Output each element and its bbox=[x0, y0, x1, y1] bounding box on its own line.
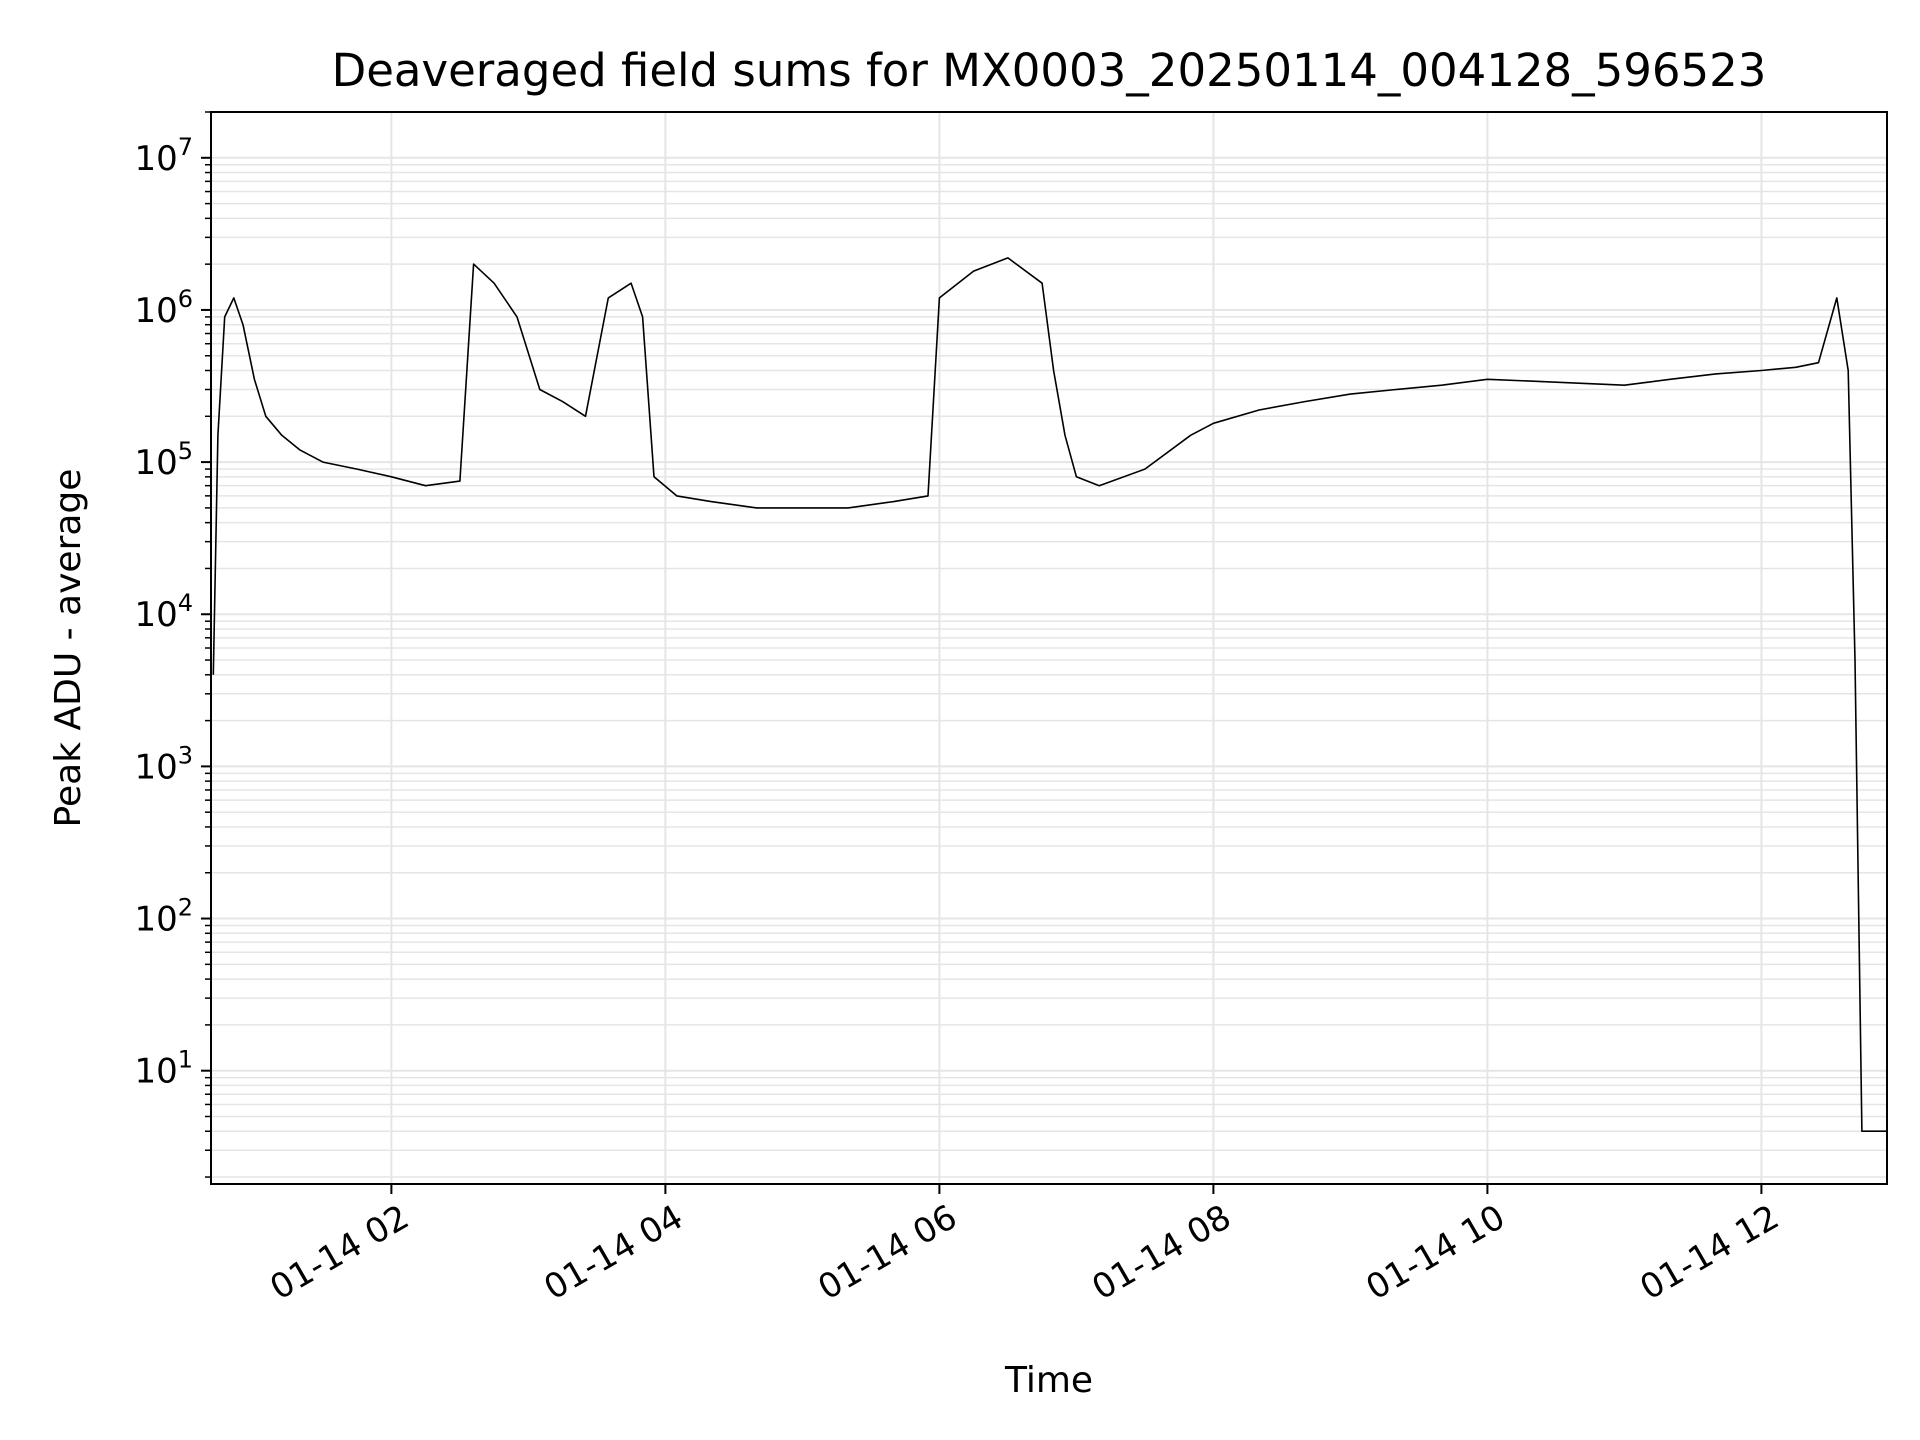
chart-title: Deaveraged field sums for MX0003_2025011… bbox=[332, 44, 1767, 97]
y-tick-label: 104 bbox=[134, 589, 193, 635]
y-axis-label: Peak ADU - average bbox=[48, 469, 89, 828]
grid-layer bbox=[211, 111, 1887, 1184]
y-tick-label: 107 bbox=[134, 133, 193, 179]
y-tick-label: 106 bbox=[134, 285, 193, 331]
data-series-line bbox=[212, 257, 1887, 1132]
x-axis-label: Time bbox=[1004, 1360, 1093, 1401]
data-layer bbox=[212, 257, 1887, 1132]
y-tick-label: 101 bbox=[134, 1046, 193, 1092]
y-tick-label: 105 bbox=[134, 437, 193, 483]
y-tick-label: 102 bbox=[134, 894, 193, 940]
y-tick-label: 103 bbox=[134, 741, 193, 787]
